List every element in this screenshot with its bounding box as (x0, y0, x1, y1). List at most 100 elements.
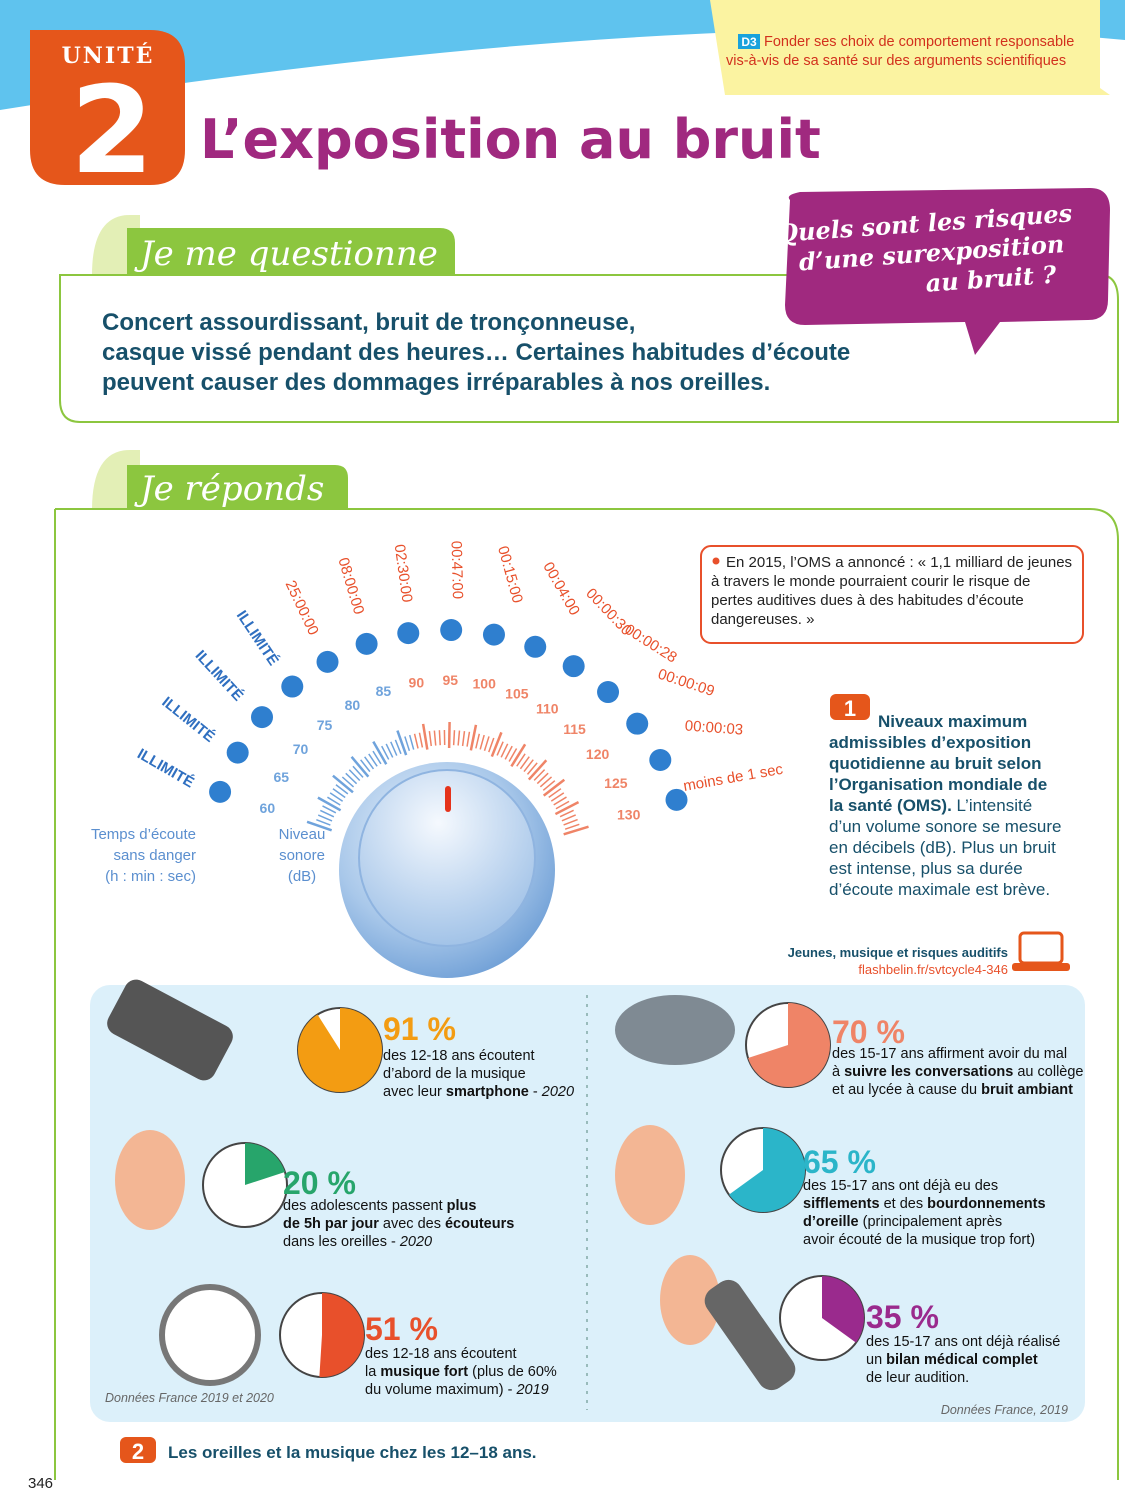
stat-percent: 65 % (803, 1144, 876, 1180)
scale-tick (461, 731, 466, 747)
scale-tick (319, 809, 335, 818)
volume-illustration (159, 1284, 261, 1386)
noise-icon (626, 712, 649, 735)
text-run: de leur audition. (866, 1370, 969, 1386)
scale-tick (408, 734, 415, 750)
link-url[interactable]: flashbelin.fr/svtcycle4-346 (858, 962, 1008, 977)
scale-tick (404, 736, 411, 752)
text-run: (principalement après (859, 1214, 1002, 1230)
duration-label: 00:47:00 (448, 541, 466, 600)
level-label: 105 (505, 685, 529, 701)
level-tick (350, 756, 370, 778)
level-tick (554, 801, 580, 816)
noise-icon (524, 635, 547, 658)
stat-text: et au lycée à cause du bruit ambiant (832, 1082, 1073, 1098)
scale-tick (457, 730, 461, 746)
text-run: des 15-17 ans ont déjà réalisé (866, 1334, 1060, 1350)
axis-label: Temps d’écoute (91, 826, 196, 843)
scale-tick (364, 756, 375, 770)
section-heading: Je réponds (134, 469, 324, 509)
level-label: 110 (536, 701, 559, 717)
intro-text: Concert assourdissant, bruit de tronçonn… (102, 309, 635, 336)
scale-tick (322, 805, 337, 814)
stat-text: avec leur smartphone - 2020 (383, 1084, 574, 1100)
quote-text: à travers le monde pourraient courir le … (711, 573, 1030, 590)
text-run: smartphone (446, 1084, 529, 1100)
noise-icon (665, 788, 688, 811)
doc-number: 2 (132, 1439, 144, 1464)
text-run: - (529, 1084, 542, 1100)
duration-label: 00:04:00 (539, 559, 583, 618)
scale-tick (348, 769, 361, 781)
scale-tick (335, 784, 349, 795)
level-tick (317, 796, 342, 812)
page-number: 346 (28, 1475, 53, 1492)
stat-text: des adolescents passent plus (283, 1198, 476, 1214)
text-run: quotidienne au bruit selon (829, 754, 1042, 773)
scale-tick (536, 772, 549, 785)
ear-illustration (615, 1125, 685, 1225)
level-label: 60 (260, 800, 276, 816)
scale-tick (523, 759, 534, 772)
crowd-illustration (615, 995, 735, 1065)
level-label: 90 (409, 674, 425, 690)
source: Données France 2019 et 2020 (105, 1391, 274, 1405)
quote-text: dangereuses. » (711, 611, 814, 628)
question-bubble (785, 188, 1110, 355)
knob-top (358, 769, 536, 947)
duration-label: 00:00:28 (621, 621, 679, 667)
stat-text: des 12-18 ans écoutent (365, 1346, 517, 1362)
stat-text: des 15-17 ans ont déjà réalisé (866, 1334, 1060, 1350)
scale-tick (555, 800, 570, 810)
duration-label: 02:30:00 (391, 543, 416, 603)
level-label: 70 (293, 741, 309, 757)
text-run: dans les oreilles - (283, 1234, 400, 1250)
scale-tick (561, 814, 577, 822)
pie-slice (822, 1276, 864, 1343)
scale-tick (564, 823, 580, 830)
text-run: du volume maximum) - (365, 1382, 516, 1398)
text-run: un (866, 1352, 886, 1368)
scale-tick (316, 818, 331, 826)
scale-tick (360, 759, 371, 773)
scale-tick (433, 730, 437, 746)
duration-label: 00:00:03 (684, 717, 743, 738)
level-tick (396, 730, 408, 756)
text-run: admissibles d’exposition (829, 733, 1031, 752)
scale-tick (385, 743, 394, 758)
text-run: suivre les conversations (844, 1064, 1013, 1080)
skill-code: D3 (741, 35, 757, 49)
unit-label: UNITÉ (62, 42, 155, 69)
text-run: musique fort (380, 1364, 468, 1380)
level-tick (332, 774, 354, 794)
text-run: et au lycée à cause du (832, 1082, 981, 1098)
doc-caption: la santé (OMS). L’intensité (829, 796, 1032, 815)
stat-text: dans les oreilles - 2020 (283, 1234, 432, 1250)
scale-tick (352, 765, 364, 778)
text-run: de 5h par jour (283, 1216, 379, 1232)
stat-text: du volume maximum) - 2019 (365, 1382, 549, 1398)
scale-tick (327, 796, 341, 806)
scale-tick (500, 743, 509, 758)
level-label: 130 (617, 806, 641, 822)
text-run: la (365, 1364, 380, 1380)
text-run: au collège (1013, 1064, 1083, 1080)
scale-tick (452, 730, 456, 746)
stat-text: à suivre les conversations au collège (832, 1064, 1083, 1080)
text-run: Niveaux maximum (878, 712, 1027, 731)
stat-text: de leur audition. (866, 1370, 969, 1386)
scale-tick (341, 776, 355, 788)
quote-text: En 2015, l’OMS a annoncé : « 1,1 milliar… (726, 554, 1072, 571)
scale-tick (559, 809, 574, 818)
ear-illustration (660, 1255, 720, 1345)
quote-bullet (712, 557, 720, 565)
level-label: 85 (376, 683, 392, 699)
stat-percent: 51 % (365, 1311, 438, 1347)
text-run: et des (880, 1196, 928, 1212)
text-run: d’un volume sonore se mesure (829, 817, 1061, 836)
scale-tick (479, 734, 485, 750)
laptop-icon (1012, 963, 1070, 971)
scale-tick (539, 776, 553, 788)
link-title: Jeunes, musique et risques auditifs (788, 945, 1008, 960)
text-run: des 12-18 ans écoutent (365, 1346, 517, 1362)
